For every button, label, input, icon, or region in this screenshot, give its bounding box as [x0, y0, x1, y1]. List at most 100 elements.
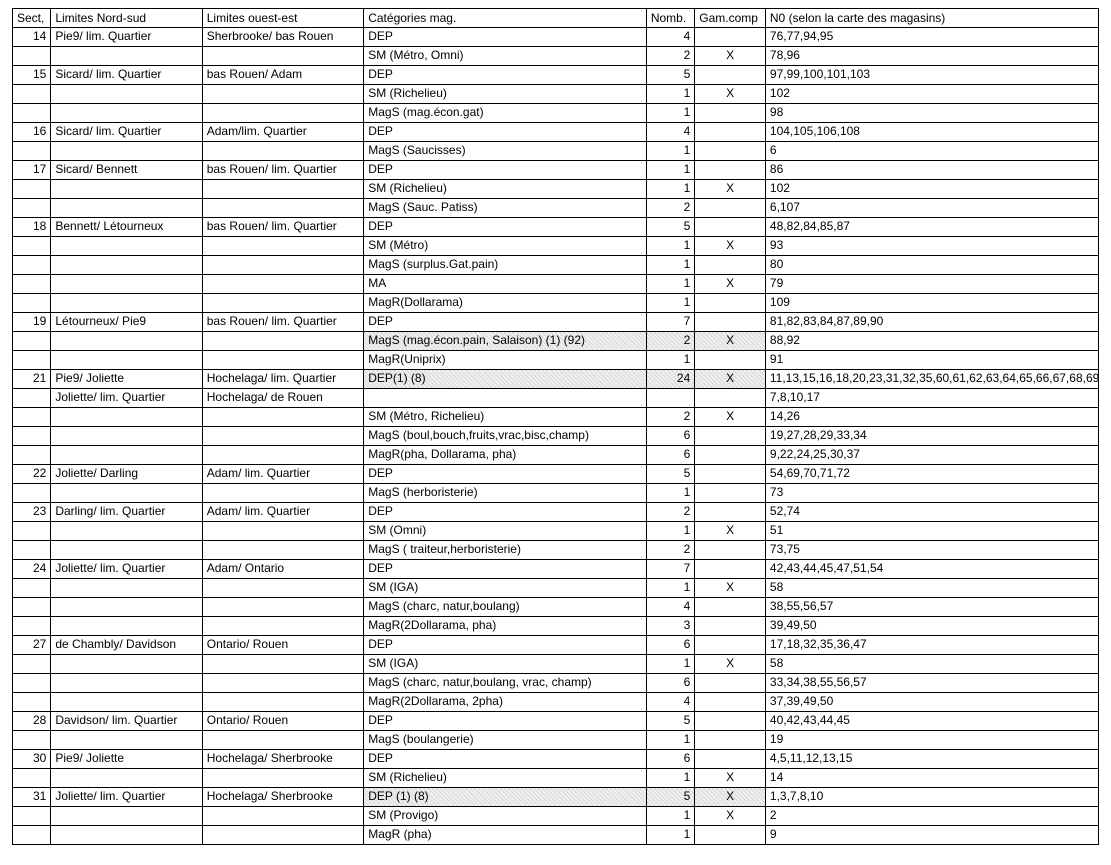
- cell-oe: [202, 180, 363, 199]
- cell-oe: bas Rouen/ Adam: [202, 66, 363, 85]
- table-row: SM (Richelieu)1X14: [13, 769, 1099, 788]
- cell-gam: [695, 104, 766, 123]
- cell-n0: 37,39,49,50: [765, 693, 1098, 712]
- cell-ns: [51, 332, 202, 351]
- cell-n0: 51: [765, 522, 1098, 541]
- cell-gam: X: [695, 655, 766, 674]
- cell-oe: Sherbrooke/ bas Rouen: [202, 28, 363, 47]
- cell-sect: 22: [13, 465, 51, 484]
- cell-ns: Pie9/ Joliette: [51, 370, 202, 389]
- cell-ns: Darling/ lim. Quartier: [51, 503, 202, 522]
- cell-gam: [695, 636, 766, 655]
- cell-ns: Bennett/ Létourneux: [51, 218, 202, 237]
- cell-oe: [202, 769, 363, 788]
- sectors-table: Sect,Limites Nord-sudLimites ouest-estCa…: [12, 8, 1099, 845]
- cell-n0: 39,49,50: [765, 617, 1098, 636]
- cell-nomb: 1: [646, 104, 694, 123]
- cell-sect: [13, 541, 51, 560]
- cell-nomb: 1: [646, 484, 694, 503]
- cell-cat: SM (IGA): [364, 655, 647, 674]
- cell-n0: 19,27,28,29,33,34: [765, 427, 1098, 446]
- cell-ns: [51, 655, 202, 674]
- cell-oe: Ontario/ Rouen: [202, 636, 363, 655]
- cell-n0: 19: [765, 731, 1098, 750]
- cell-n0: 102: [765, 85, 1098, 104]
- cell-n0: 9: [765, 826, 1098, 845]
- table-row: MagR(2Dollarama, pha)339,49,50: [13, 617, 1099, 636]
- cell-ns: Joliette/ Darling: [51, 465, 202, 484]
- cell-nomb: 7: [646, 560, 694, 579]
- cell-ns: [51, 142, 202, 161]
- cell-nomb: 1: [646, 275, 694, 294]
- cell-oe: [202, 256, 363, 275]
- cell-oe: [202, 427, 363, 446]
- cell-n0: 91: [765, 351, 1098, 370]
- cell-cat: DEP: [364, 66, 647, 85]
- cell-gam: X: [695, 180, 766, 199]
- cell-sect: [13, 294, 51, 313]
- cell-oe: [202, 294, 363, 313]
- cell-cat: SM (Omni): [364, 522, 647, 541]
- cell-oe: Hochelaga/ Sherbrooke: [202, 750, 363, 769]
- cell-nomb: 2: [646, 199, 694, 218]
- cell-n0: 2: [765, 807, 1098, 826]
- page: Sect,Limites Nord-sudLimites ouest-estCa…: [0, 0, 1111, 865]
- cell-n0: 102: [765, 180, 1098, 199]
- cell-n0: 33,34,38,55,56,57: [765, 674, 1098, 693]
- table-row: 17Sicard/ Bennettbas Rouen/ lim. Quartie…: [13, 161, 1099, 180]
- table-row: 27de Chambly/ DavidsonOntario/ RouenDEP6…: [13, 636, 1099, 655]
- cell-sect: 14: [13, 28, 51, 47]
- cell-sect: 28: [13, 712, 51, 731]
- cell-cat: SM (Richelieu): [364, 180, 647, 199]
- cell-ns: [51, 294, 202, 313]
- cell-nomb: 1: [646, 351, 694, 370]
- cell-nomb: 1: [646, 142, 694, 161]
- cell-n0: 54,69,70,71,72: [765, 465, 1098, 484]
- cell-ns: [51, 826, 202, 845]
- cell-cat: SM (Métro, Richelieu): [364, 408, 647, 427]
- table-row: 23Darling/ lim. QuartierAdam/ lim. Quart…: [13, 503, 1099, 522]
- cell-oe: [202, 655, 363, 674]
- cell-sect: [13, 807, 51, 826]
- cell-cat: SM (Richelieu): [364, 85, 647, 104]
- table-row: SM (Métro)1X93: [13, 237, 1099, 256]
- cell-sect: [13, 408, 51, 427]
- table-row: MagS (surplus.Gat.pain)180: [13, 256, 1099, 275]
- cell-nomb: 4: [646, 123, 694, 142]
- cell-sect: [13, 617, 51, 636]
- table-row: SM (Métro, Richelieu)2X14,26: [13, 408, 1099, 427]
- table-row: MagS (charc, natur,boulang)438,55,56,57: [13, 598, 1099, 617]
- cell-sect: 21: [13, 370, 51, 389]
- table-row: SM (IGA)1X58: [13, 579, 1099, 598]
- cell-oe: bas Rouen/ lim. Quartier: [202, 313, 363, 332]
- table-row: 21Pie9/ JolietteHochelaga/ lim. Quartier…: [13, 370, 1099, 389]
- cell-n0: 48,82,84,85,87: [765, 218, 1098, 237]
- cell-ns: Joliette/ lim. Quartier: [51, 560, 202, 579]
- cell-ns: [51, 484, 202, 503]
- table-row: 16Sicard/ lim. QuartierAdam/lim. Quartie…: [13, 123, 1099, 142]
- col-header-gam: Gam.comp: [695, 9, 766, 28]
- cell-sect: [13, 731, 51, 750]
- cell-sect: [13, 85, 51, 104]
- cell-oe: [202, 826, 363, 845]
- cell-ns: [51, 617, 202, 636]
- cell-nomb: 1: [646, 85, 694, 104]
- cell-n0: 80: [765, 256, 1098, 275]
- cell-sect: 16: [13, 123, 51, 142]
- cell-gam: [695, 427, 766, 446]
- table-row: MagS (boulangerie)119: [13, 731, 1099, 750]
- table-row: SM (Provigo)1X2: [13, 807, 1099, 826]
- cell-ns: [51, 598, 202, 617]
- cell-sect: [13, 351, 51, 370]
- cell-gam: [695, 674, 766, 693]
- cell-gam: [695, 750, 766, 769]
- cell-nomb: 2: [646, 408, 694, 427]
- cell-sect: [13, 332, 51, 351]
- table-row: 24Joliette/ lim. QuartierAdam/ OntarioDE…: [13, 560, 1099, 579]
- cell-n0: 17,18,32,35,36,47: [765, 636, 1098, 655]
- cell-cat: DEP: [364, 503, 647, 522]
- table-row: MagS (mag.écon.pain, Salaison) (1) (92)2…: [13, 332, 1099, 351]
- cell-ns: [51, 256, 202, 275]
- cell-oe: Ontario/ Rouen: [202, 712, 363, 731]
- cell-cat: DEP: [364, 123, 647, 142]
